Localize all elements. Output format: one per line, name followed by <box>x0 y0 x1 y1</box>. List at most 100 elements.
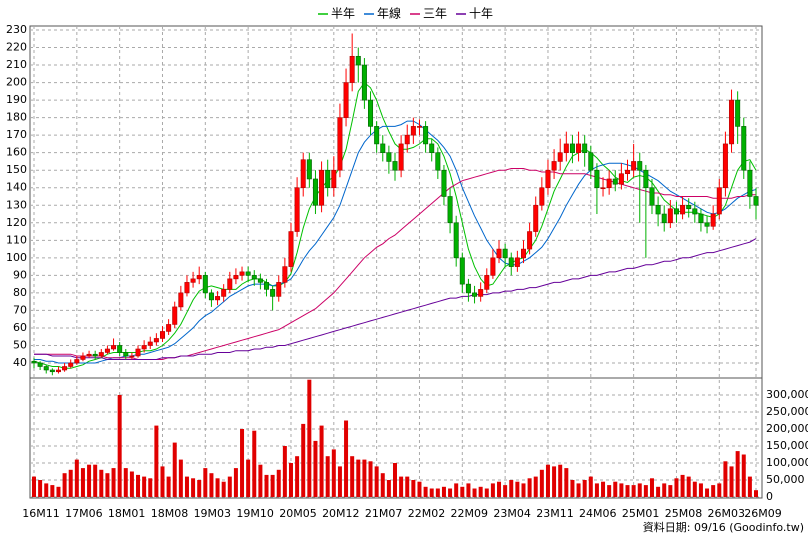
candle-body <box>392 161 398 171</box>
candle-body <box>374 126 380 145</box>
volume-bar <box>368 461 373 497</box>
y2-tick-label: 250,000 <box>766 405 808 418</box>
candle-body <box>227 278 233 290</box>
candle-body <box>453 222 459 259</box>
volume-bar <box>643 485 648 497</box>
volume-bar <box>521 483 526 497</box>
volume-bar <box>484 488 489 497</box>
candle-body <box>208 292 214 301</box>
source-note: 資料日期: 09/16 (Goodinfo.tw) <box>643 520 804 534</box>
y-tick-label: 190 <box>6 93 27 106</box>
volume-bar <box>698 483 703 497</box>
candle-body <box>221 289 227 297</box>
candle-body <box>673 208 679 215</box>
volume-bar <box>32 476 36 497</box>
volume-bar <box>136 474 141 497</box>
volume-bar <box>594 483 599 497</box>
candle-body <box>184 282 190 294</box>
y-tick-label: 220 <box>6 41 27 54</box>
plot-frame <box>29 25 763 499</box>
y-tick-label: 150 <box>6 163 27 176</box>
candle-body <box>264 282 270 290</box>
volume-bar <box>723 461 728 497</box>
candle-body <box>337 117 343 171</box>
candle-body <box>306 159 312 180</box>
y-tick-label: 160 <box>6 146 27 159</box>
x-tick-label: 19M10 <box>236 507 274 520</box>
candle-body <box>625 169 631 175</box>
volume-bar <box>607 485 612 497</box>
candle-body <box>735 99 741 127</box>
volume-bar <box>87 464 92 497</box>
candle-body <box>92 353 98 357</box>
candle-body <box>569 143 575 153</box>
candle-body <box>331 169 337 189</box>
volume-bar <box>295 456 300 497</box>
candle-body <box>539 187 545 206</box>
volume-bar <box>637 483 642 497</box>
volume-bar <box>282 446 287 497</box>
candle-body <box>686 204 692 210</box>
volume-bar <box>105 473 110 497</box>
volume-bar <box>686 476 691 497</box>
y-tick-label: 180 <box>6 111 27 124</box>
volume-bar <box>319 425 324 497</box>
candle-body <box>276 282 282 297</box>
candle-body <box>649 187 655 206</box>
candle-body <box>398 143 404 171</box>
volume-bar <box>313 440 318 497</box>
volume-bar <box>692 481 697 497</box>
volume-bar <box>460 486 465 497</box>
volume-bar <box>405 476 410 497</box>
volume-bar <box>545 464 550 497</box>
x-tick-label: 20M12 <box>322 507 360 520</box>
candle-body <box>123 352 129 357</box>
candle-body <box>239 271 245 276</box>
volume-bar <box>649 478 654 497</box>
volume-bar <box>276 469 281 497</box>
volume-bar <box>601 481 606 497</box>
volume-bar <box>62 473 67 497</box>
candle-body <box>190 278 196 283</box>
candle-body <box>563 143 569 153</box>
candle-body <box>166 324 172 332</box>
x-tick-label: 19M03 <box>194 507 232 520</box>
volume-bar <box>374 466 379 497</box>
volume-bar <box>515 481 520 497</box>
volume-bar <box>80 468 85 497</box>
volume-bar <box>490 483 495 497</box>
candle-body <box>594 169 600 189</box>
candle-body <box>459 257 465 285</box>
volume-bar <box>717 483 722 497</box>
volume-bar <box>533 476 538 497</box>
x-tick-label: 16M11 <box>22 507 60 520</box>
candle-body <box>86 353 92 357</box>
volume-bar <box>154 425 159 497</box>
volume-bar <box>503 485 508 497</box>
volume-bar <box>117 395 122 497</box>
candle-body <box>343 82 349 118</box>
volume-bar <box>435 488 440 497</box>
y-tick-label: 120 <box>6 216 27 229</box>
candle-body <box>582 143 588 153</box>
candle-body <box>288 231 294 267</box>
volume-bar <box>472 488 477 497</box>
candle-body <box>704 222 710 227</box>
volume-bar <box>288 463 293 497</box>
volume-bar <box>148 478 153 497</box>
volume-bar <box>270 474 275 497</box>
volume-bar <box>613 481 618 497</box>
y-tick-label: 90 <box>13 268 27 281</box>
volume-bar <box>331 449 336 497</box>
volume-bar <box>448 488 453 497</box>
candle-body <box>631 161 637 171</box>
candle-body <box>600 187 606 190</box>
volume-bar <box>386 480 391 497</box>
candle-body <box>520 248 526 259</box>
candle-body <box>202 275 208 294</box>
volume-bar <box>356 459 361 497</box>
volume-bar <box>478 486 483 497</box>
candle-body <box>196 275 202 280</box>
candle-body <box>416 126 422 128</box>
candle-body <box>472 292 478 297</box>
